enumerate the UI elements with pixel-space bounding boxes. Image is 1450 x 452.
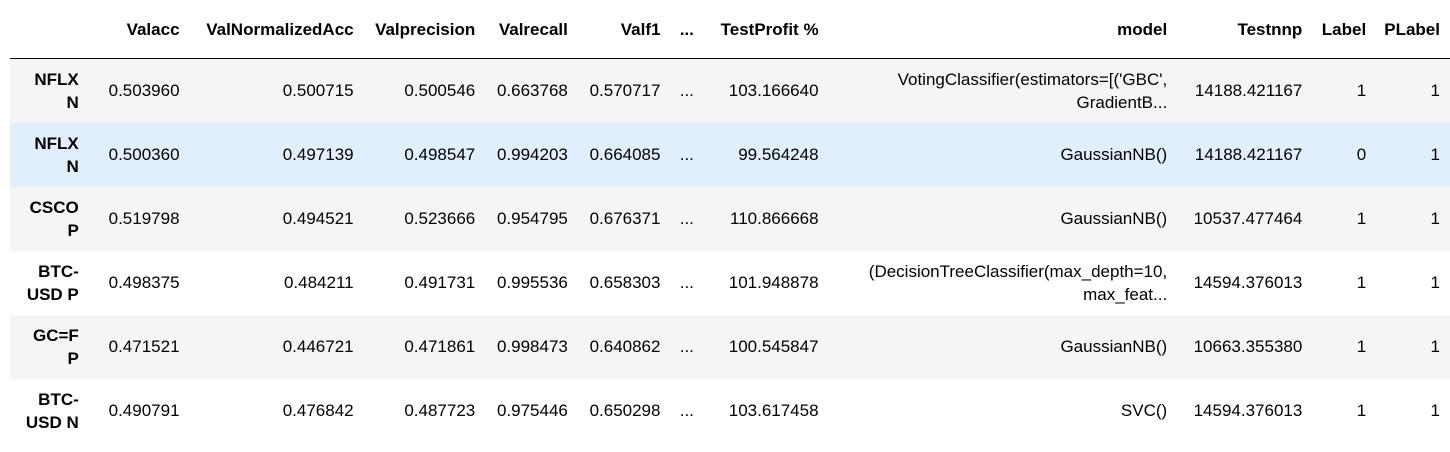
- cell-valf1: 0.676371: [589, 209, 661, 228]
- column-header-valacc: Valacc: [88, 0, 190, 59]
- index-header: [10, 0, 89, 59]
- table-row: BTC-USD P 0.498375 0.484211 0.491731 0.9…: [10, 250, 1450, 315]
- row-index: BTC-USD P: [26, 261, 79, 304]
- cell-valprecision: 0.471861: [404, 337, 476, 356]
- cell-testprofit: 103.166640: [728, 81, 819, 101]
- cell-testnnp: 10663.355380: [1193, 337, 1303, 356]
- column-header-testnnp: Testnnp: [1177, 0, 1313, 59]
- cell-valf1: 0.640862: [589, 337, 661, 356]
- cell-model: VotingClassifier(estimators=[('GBC', Gra…: [897, 69, 1168, 112]
- cell-valprecision: 0.498547: [404, 145, 476, 164]
- column-header-ellipsis: ...: [670, 0, 706, 59]
- cell-valnormalizedacc: 0.500715: [282, 81, 354, 101]
- cell-label: 0: [1356, 145, 1367, 164]
- cell-valprecision: 0.487723: [404, 401, 476, 420]
- cell-model: GaussianNB(): [1060, 337, 1168, 356]
- cell-valnormalizedacc: 0.494521: [282, 209, 354, 228]
- cell-valrecall: 0.975446: [496, 401, 568, 420]
- column-header-testprofit: TestProfit %: [705, 0, 829, 59]
- column-header-valnormalizedacc: ValNormalizedAcc: [189, 0, 364, 59]
- cell-ellipsis: ...: [679, 145, 694, 164]
- cell-testprofit: 99.564248: [738, 145, 819, 164]
- dataframe-output: Valacc ValNormalizedAcc Valprecision Val…: [10, 0, 1450, 443]
- table-row: BTC-USD N 0.490791 0.476842 0.487723 0.9…: [10, 378, 1450, 443]
- cell-valacc: 0.490791: [108, 401, 180, 420]
- column-header-valprecision: Valprecision: [363, 0, 486, 59]
- column-header-label: Label: [1312, 0, 1377, 59]
- cell-ellipsis: ...: [679, 209, 694, 228]
- cell-label: 1: [1356, 273, 1367, 292]
- cell-plabel: 1: [1430, 81, 1440, 101]
- cell-ellipsis: ...: [679, 273, 694, 292]
- cell-model: GaussianNB(): [1060, 145, 1168, 164]
- cell-valacc: 0.519798: [108, 209, 180, 228]
- cell-model: SVC(): [1120, 401, 1168, 420]
- cell-valrecall: 0.995536: [496, 273, 568, 292]
- cell-ellipsis: ...: [679, 81, 694, 101]
- cell-label: 1: [1356, 337, 1367, 356]
- cell-valrecall: 0.998473: [496, 337, 568, 356]
- cell-testprofit: 103.617458: [728, 401, 819, 420]
- cell-valprecision: 0.500546: [404, 81, 476, 101]
- cell-valnormalizedacc: 0.476842: [282, 401, 354, 420]
- cell-ellipsis: ...: [679, 337, 694, 356]
- column-header-valf1: Valf1: [577, 0, 671, 59]
- cell-testprofit: 100.545847: [728, 337, 819, 356]
- cell-testprofit: 101.948878: [728, 273, 819, 292]
- cell-testnnp: 14594.376013: [1193, 401, 1303, 420]
- cell-plabel: 1: [1430, 209, 1440, 228]
- row-index: NFLX N: [34, 133, 79, 176]
- cell-valnormalizedacc: 0.446721: [282, 337, 354, 356]
- cell-valnormalizedacc: 0.497139: [282, 145, 354, 164]
- table-row: NFLX N 0.500360 0.497139 0.498547 0.9942…: [10, 122, 1450, 187]
- cell-valf1: 0.570717: [589, 81, 661, 101]
- cell-plabel: 1: [1430, 401, 1440, 420]
- cell-testnnp: 14188.421167: [1194, 81, 1303, 101]
- cell-valf1: 0.658303: [589, 273, 661, 292]
- cell-label: 1: [1356, 81, 1367, 101]
- cell-label: 1: [1356, 401, 1367, 420]
- cell-label: 1: [1356, 209, 1367, 228]
- table-row: NFLX N 0.503960 0.500715 0.500546 0.6637…: [10, 58, 1450, 123]
- cell-testprofit: 110.866668: [730, 209, 819, 228]
- cell-valf1: 0.664085: [589, 145, 661, 164]
- header-row: Valacc ValNormalizedAcc Valprecision Val…: [10, 0, 1450, 59]
- row-index: BTC-USD N: [25, 389, 79, 432]
- cell-valf1: 0.650298: [589, 401, 661, 420]
- cell-testnnp: 14594.376013: [1193, 273, 1303, 292]
- cell-valrecall: 0.954795: [496, 209, 568, 228]
- cell-plabel: 1: [1430, 273, 1440, 292]
- cell-testnnp: 14188.421167: [1194, 145, 1303, 164]
- cell-valrecall: 0.994203: [496, 145, 568, 164]
- table-row: CSCO P 0.519798 0.494521 0.523666 0.9547…: [10, 186, 1450, 251]
- cell-plabel: 1: [1430, 337, 1440, 356]
- table-body: NFLX N 0.503960 0.500715 0.500546 0.6637…: [10, 58, 1450, 443]
- cell-valprecision: 0.523666: [404, 209, 476, 228]
- row-index: NFLX N: [34, 69, 79, 112]
- cell-model: (DecisionTreeClassifier(max_depth=10, ma…: [868, 261, 1168, 304]
- row-index: CSCO P: [29, 197, 79, 240]
- cell-valacc: 0.500360: [108, 145, 180, 164]
- column-header-model: model: [828, 0, 1178, 59]
- cell-testnnp: 10537.477464: [1193, 209, 1303, 228]
- dataframe-table: Valacc ValNormalizedAcc Valprecision Val…: [10, 0, 1450, 443]
- cell-model: GaussianNB(): [1060, 209, 1168, 228]
- table-row: GC=F P 0.471521 0.446721 0.471861 0.9984…: [10, 314, 1450, 379]
- cell-valacc: 0.498375: [108, 273, 180, 292]
- cell-ellipsis: ...: [679, 401, 694, 420]
- cell-valrecall: 0.663768: [496, 81, 568, 101]
- cell-valprecision: 0.491731: [404, 273, 476, 292]
- column-header-valrecall: Valrecall: [485, 0, 578, 59]
- cell-valacc: 0.471521: [108, 337, 180, 356]
- column-header-plabel: PLabel: [1376, 0, 1450, 59]
- cell-plabel: 1: [1430, 145, 1440, 164]
- row-index: GC=F P: [32, 325, 79, 368]
- cell-valnormalizedacc: 0.484211: [283, 273, 354, 292]
- table-header: Valacc ValNormalizedAcc Valprecision Val…: [10, 0, 1450, 59]
- cell-valacc: 0.503960: [108, 81, 180, 101]
